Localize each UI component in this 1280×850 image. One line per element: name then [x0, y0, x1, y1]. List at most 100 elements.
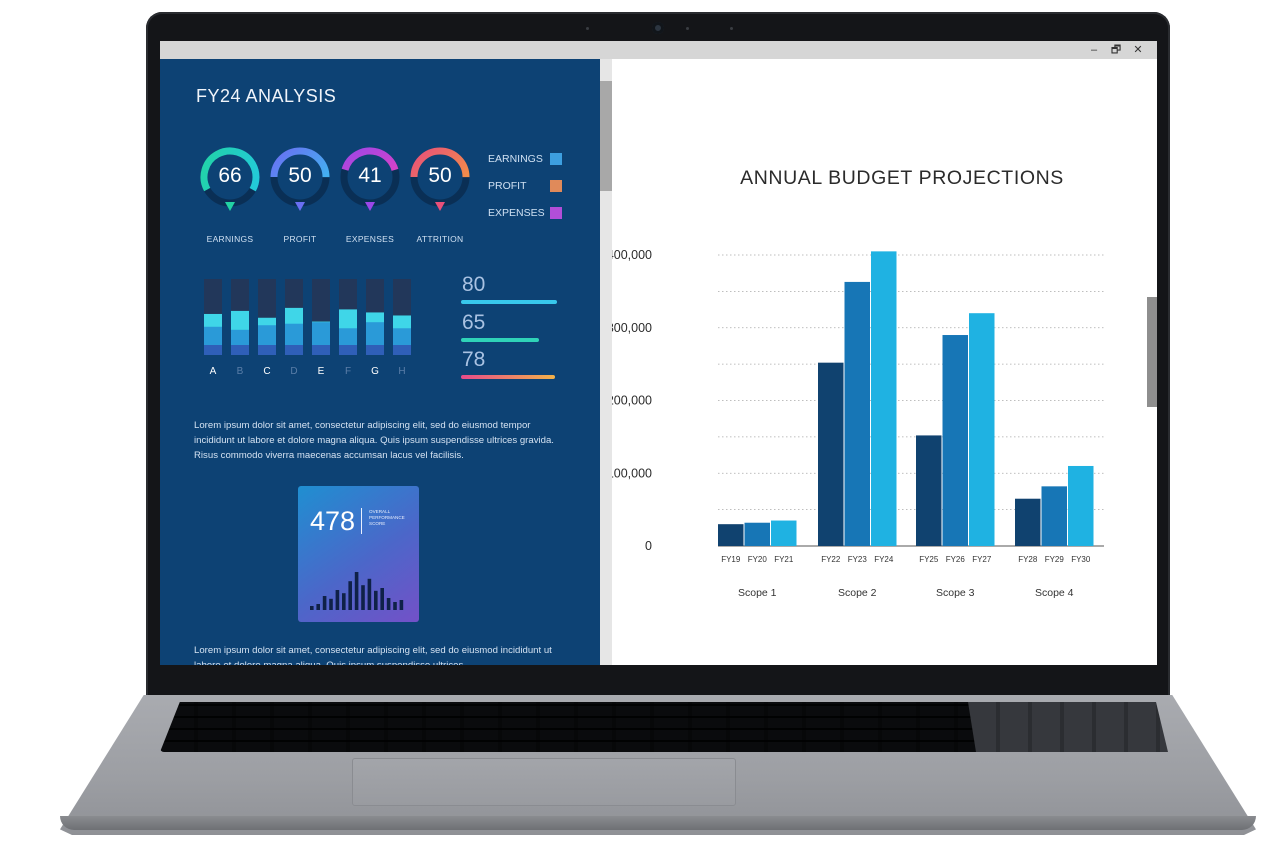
legend-expenses-label: EXPENSES: [488, 207, 545, 219]
stat-bar: [461, 375, 555, 379]
mini-bar-category: D: [290, 366, 298, 377]
legend-expenses-swatch: [550, 207, 562, 219]
histogram-bar: [386, 598, 391, 610]
histogram-bar: [348, 581, 352, 610]
mini-bar-base: [312, 345, 330, 355]
gauge-label: ATTRITION: [416, 234, 464, 244]
bar: [871, 251, 897, 547]
gauge-attrition: 50: [408, 145, 472, 217]
y-tick-label: 200,000: [612, 394, 652, 408]
restore-button[interactable]: 🗗: [1110, 44, 1122, 56]
sensor-dot: [686, 27, 689, 30]
mini-bar-base: [366, 345, 384, 355]
x-tick-label: FY30: [1071, 555, 1091, 564]
score-histogram: [310, 572, 404, 610]
mini-bar: [393, 279, 411, 355]
gauge-label: PROFIT: [283, 234, 317, 244]
y-tick-label: 0: [645, 539, 652, 553]
gauge-pointer: [295, 202, 305, 211]
mini-bar-base: [285, 345, 303, 355]
sensor-dot: [730, 27, 733, 30]
minimize-button[interactable]: –: [1090, 44, 1098, 56]
mini-bar-category: B: [236, 366, 244, 377]
stat-value: 78: [462, 348, 486, 371]
mini-bar-category: F: [344, 366, 352, 377]
gauge-arc: [270, 147, 330, 207]
x-tick-label: FY20: [748, 555, 768, 564]
histogram-bar: [361, 585, 365, 610]
mini-bar-mid: [312, 322, 330, 345]
mini-bar: [204, 279, 222, 355]
mini-bar-base: [393, 345, 411, 355]
histogram-bar: [380, 588, 384, 610]
gauge-value: 50: [288, 164, 312, 187]
scrollbar-thumb[interactable]: [1147, 297, 1157, 407]
body-paragraph: Lorem ipsum dolor sit amet, consectetur …: [194, 645, 552, 665]
mini-bar: [312, 279, 330, 355]
gauge-arc: [410, 147, 470, 207]
mini-bar-mid: [204, 326, 222, 345]
bar: [916, 435, 942, 546]
histogram-bar: [399, 600, 404, 610]
histogram-bar: [335, 590, 340, 610]
gauge-pointer: [365, 202, 375, 211]
bar: [844, 281, 870, 546]
histogram-bar: [310, 606, 314, 610]
x-tick-label: FY21: [774, 555, 794, 564]
mini-bar-chart: [204, 279, 411, 355]
stat-bar: [461, 338, 539, 342]
legend-earnings-label: EARNINGS: [488, 153, 543, 165]
chart-panel: ANNUAL BUDGET PROJECTIONS 0 100,000 200,00…: [612, 59, 1157, 665]
body-paragraph: Lorem ipsum dolor sit amet, consectetur …: [194, 420, 554, 461]
histogram-bar: [374, 590, 378, 610]
histogram-bar: [329, 598, 333, 610]
mini-bar-category: G: [371, 366, 379, 377]
score-label: OVERALL PERFORMANCE SCORE: [369, 509, 405, 527]
stat-bar: [461, 300, 557, 304]
x-tick-label: FY25: [919, 555, 939, 564]
mini-bar-mid: [339, 328, 357, 345]
gauge-pointer: [435, 202, 445, 211]
mini-bar-mid: [258, 325, 276, 345]
touchpad[interactable]: [352, 758, 736, 806]
x-tick-label: FY19: [721, 555, 741, 564]
close-button[interactable]: ✕: [1133, 44, 1143, 56]
bar: [718, 524, 744, 546]
keyboard-numpad: [968, 702, 1168, 752]
mini-bar: [258, 279, 276, 355]
histogram-bar: [367, 578, 372, 610]
gauge-earnings: 66: [198, 145, 262, 217]
scrollbar-track[interactable]: [600, 59, 612, 665]
gauge-value: 41: [358, 164, 382, 187]
gauge-label: EARNINGS: [206, 234, 254, 244]
y-tick-label: 100,000: [612, 466, 652, 480]
x-tick-label: FY28: [1018, 555, 1038, 564]
x-tick-label: FY23: [848, 555, 868, 564]
window-titlebar: – 🗗 ✕: [160, 41, 1157, 59]
x-tick-label: FY24: [874, 555, 894, 564]
score-value: 478: [310, 506, 356, 536]
gauge-pointer: [225, 202, 235, 211]
screen: – 🗗 ✕ FY24 ANALYSIS 66 EARNINGS 50 PROFIT 41…: [160, 41, 1157, 665]
mini-bar-category: A: [209, 366, 217, 377]
bar: [771, 520, 797, 546]
gauge-value: 50: [428, 164, 452, 187]
bar: [1015, 498, 1041, 546]
mini-bar-base: [339, 345, 357, 355]
x-tick-label: FY26: [946, 555, 966, 564]
scrollbar-thumb[interactable]: [600, 81, 612, 191]
mini-bar-mid: [285, 323, 303, 345]
histogram-bar: [354, 572, 359, 610]
chart-title: ANNUAL BUDGET PROJECTIONS: [740, 167, 1064, 189]
mini-bar-category: H: [398, 366, 406, 377]
histogram-bar: [316, 604, 320, 610]
mini-bar-mid: [366, 322, 384, 345]
x-tick-label: FY27: [972, 555, 992, 564]
stat-value: 65: [462, 311, 486, 334]
y-tick-label: 400,000: [612, 248, 652, 262]
mini-bar-mid: [393, 328, 411, 345]
mini-bar: [339, 279, 357, 355]
performance-score-card: 478 OVERALL PERFORMANCE SCORE: [298, 486, 419, 622]
gauge-value: 66: [218, 164, 242, 187]
gauge-label: EXPENSES: [345, 234, 395, 244]
